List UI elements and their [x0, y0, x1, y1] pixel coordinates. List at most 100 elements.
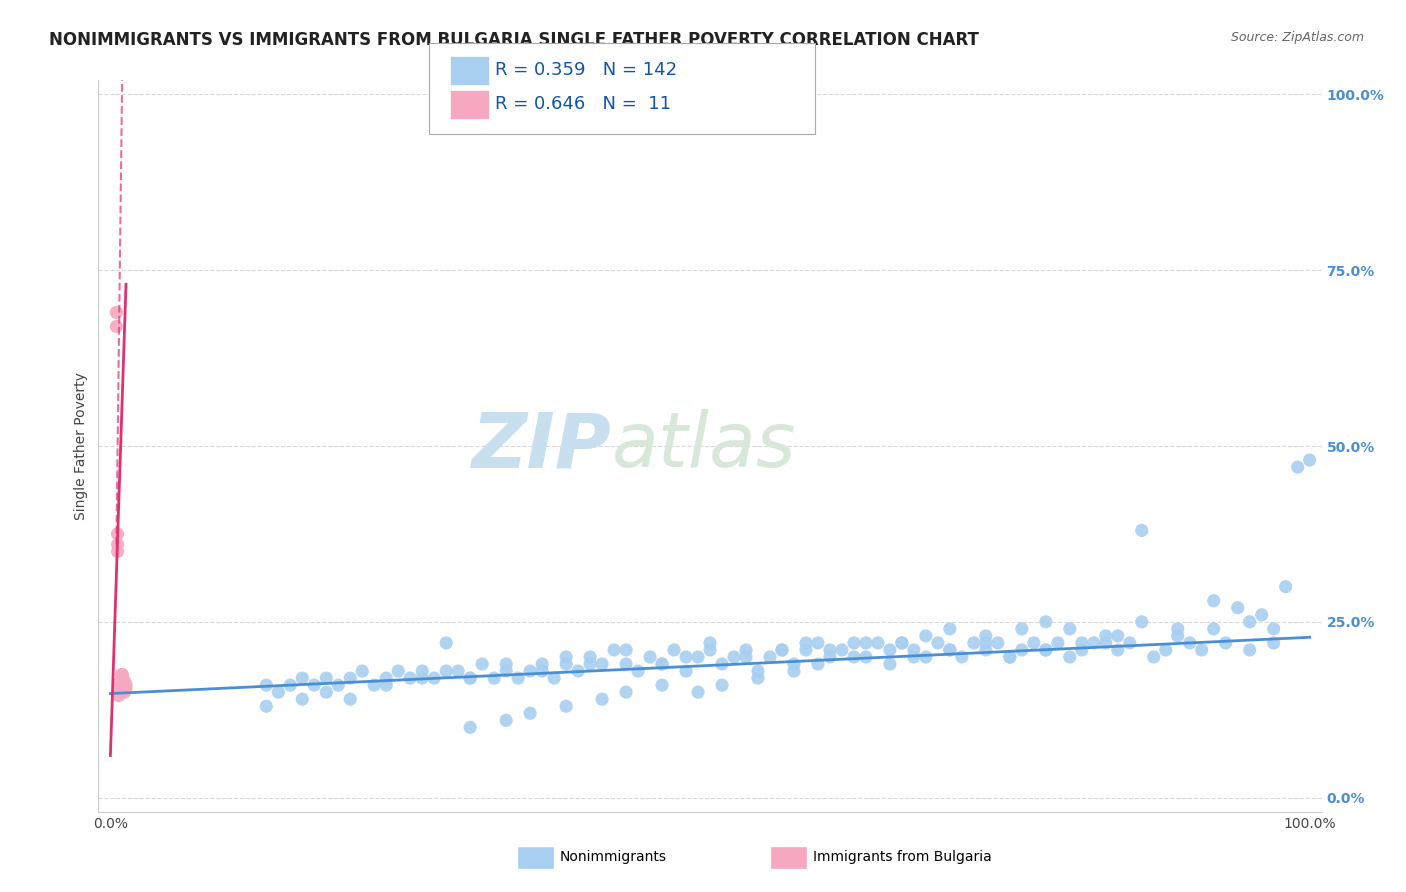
Point: [315, 671, 337, 685]
Point: [711, 678, 734, 692]
Point: [759, 650, 782, 665]
Point: [434, 664, 457, 678]
Point: [1167, 629, 1189, 643]
Text: Immigrants from Bulgaria: Immigrants from Bulgaria: [813, 850, 991, 864]
Point: [747, 671, 769, 685]
Point: [651, 657, 673, 671]
Point: [699, 643, 721, 657]
Point: [711, 657, 734, 671]
Point: [855, 636, 877, 650]
Text: NONIMMIGRANTS VS IMMIGRANTS FROM BULGARIA SINGLE FATHER POVERTY CORRELATION CHAR: NONIMMIGRANTS VS IMMIGRANTS FROM BULGARI…: [49, 31, 979, 49]
Point: [108, 674, 131, 689]
Point: [987, 636, 1010, 650]
Point: [1286, 460, 1309, 475]
Point: [1107, 629, 1129, 643]
Point: [363, 678, 385, 692]
Point: [108, 689, 129, 703]
Point: [1130, 524, 1153, 538]
Point: [651, 678, 673, 692]
Point: [519, 664, 541, 678]
Point: [974, 643, 997, 657]
Point: [1191, 643, 1213, 657]
Point: [627, 664, 650, 678]
Point: [267, 685, 290, 699]
Point: [411, 664, 433, 678]
Point: [855, 650, 877, 665]
Point: [531, 657, 554, 671]
Point: [1298, 453, 1320, 467]
Point: [387, 664, 409, 678]
Point: [254, 678, 277, 692]
Point: [458, 671, 481, 685]
Point: [375, 671, 398, 685]
Point: [1022, 636, 1045, 650]
Point: [591, 692, 613, 706]
Point: [903, 650, 925, 665]
Point: [939, 643, 962, 657]
Point: [939, 622, 962, 636]
Point: [770, 643, 793, 657]
Point: [831, 643, 853, 657]
Point: [879, 643, 901, 657]
Point: [399, 671, 422, 685]
Point: [579, 650, 602, 665]
Point: [1070, 643, 1092, 657]
Point: [579, 657, 602, 671]
Point: [1215, 636, 1237, 650]
Point: [807, 636, 830, 650]
Point: [614, 657, 637, 671]
Point: [495, 664, 517, 678]
Point: [939, 643, 962, 657]
Text: R = 0.646   N =  11: R = 0.646 N = 11: [495, 95, 671, 113]
Point: [1130, 615, 1153, 629]
Point: [107, 544, 129, 558]
Point: [1202, 622, 1225, 636]
Point: [963, 636, 986, 650]
Point: [998, 650, 1021, 665]
Point: [950, 650, 973, 665]
Point: [1143, 650, 1166, 665]
Point: [519, 706, 541, 721]
Point: [927, 636, 949, 650]
Point: [105, 319, 128, 334]
Point: [818, 650, 841, 665]
Point: [651, 657, 673, 671]
Y-axis label: Single Father Poverty: Single Father Poverty: [75, 372, 89, 520]
Point: [1119, 636, 1142, 650]
Point: [1167, 622, 1189, 636]
Point: [111, 681, 134, 696]
Point: [115, 681, 138, 696]
Point: [1059, 622, 1081, 636]
Point: [662, 643, 685, 657]
Point: [108, 681, 129, 696]
Point: [1154, 643, 1177, 657]
Point: [107, 537, 129, 551]
Point: [458, 671, 481, 685]
Point: [735, 650, 758, 665]
Point: [1239, 615, 1261, 629]
Point: [107, 527, 129, 541]
Point: [531, 664, 554, 678]
Point: [315, 685, 337, 699]
Point: [105, 305, 128, 319]
Point: [1083, 636, 1105, 650]
Point: [783, 657, 806, 671]
Point: [543, 671, 565, 685]
Point: [1011, 622, 1033, 636]
Point: [1046, 636, 1069, 650]
Point: [686, 650, 709, 665]
Point: [555, 657, 578, 671]
Point: [1035, 643, 1057, 657]
Point: [110, 667, 132, 681]
Point: [807, 657, 830, 671]
Point: [842, 636, 865, 650]
Point: [114, 674, 136, 689]
Point: [1035, 615, 1057, 629]
Point: [1094, 629, 1116, 643]
Point: [1263, 622, 1285, 636]
Point: [111, 667, 134, 681]
Point: [903, 643, 925, 657]
Point: [890, 636, 912, 650]
Point: [638, 650, 661, 665]
Point: [1226, 600, 1249, 615]
